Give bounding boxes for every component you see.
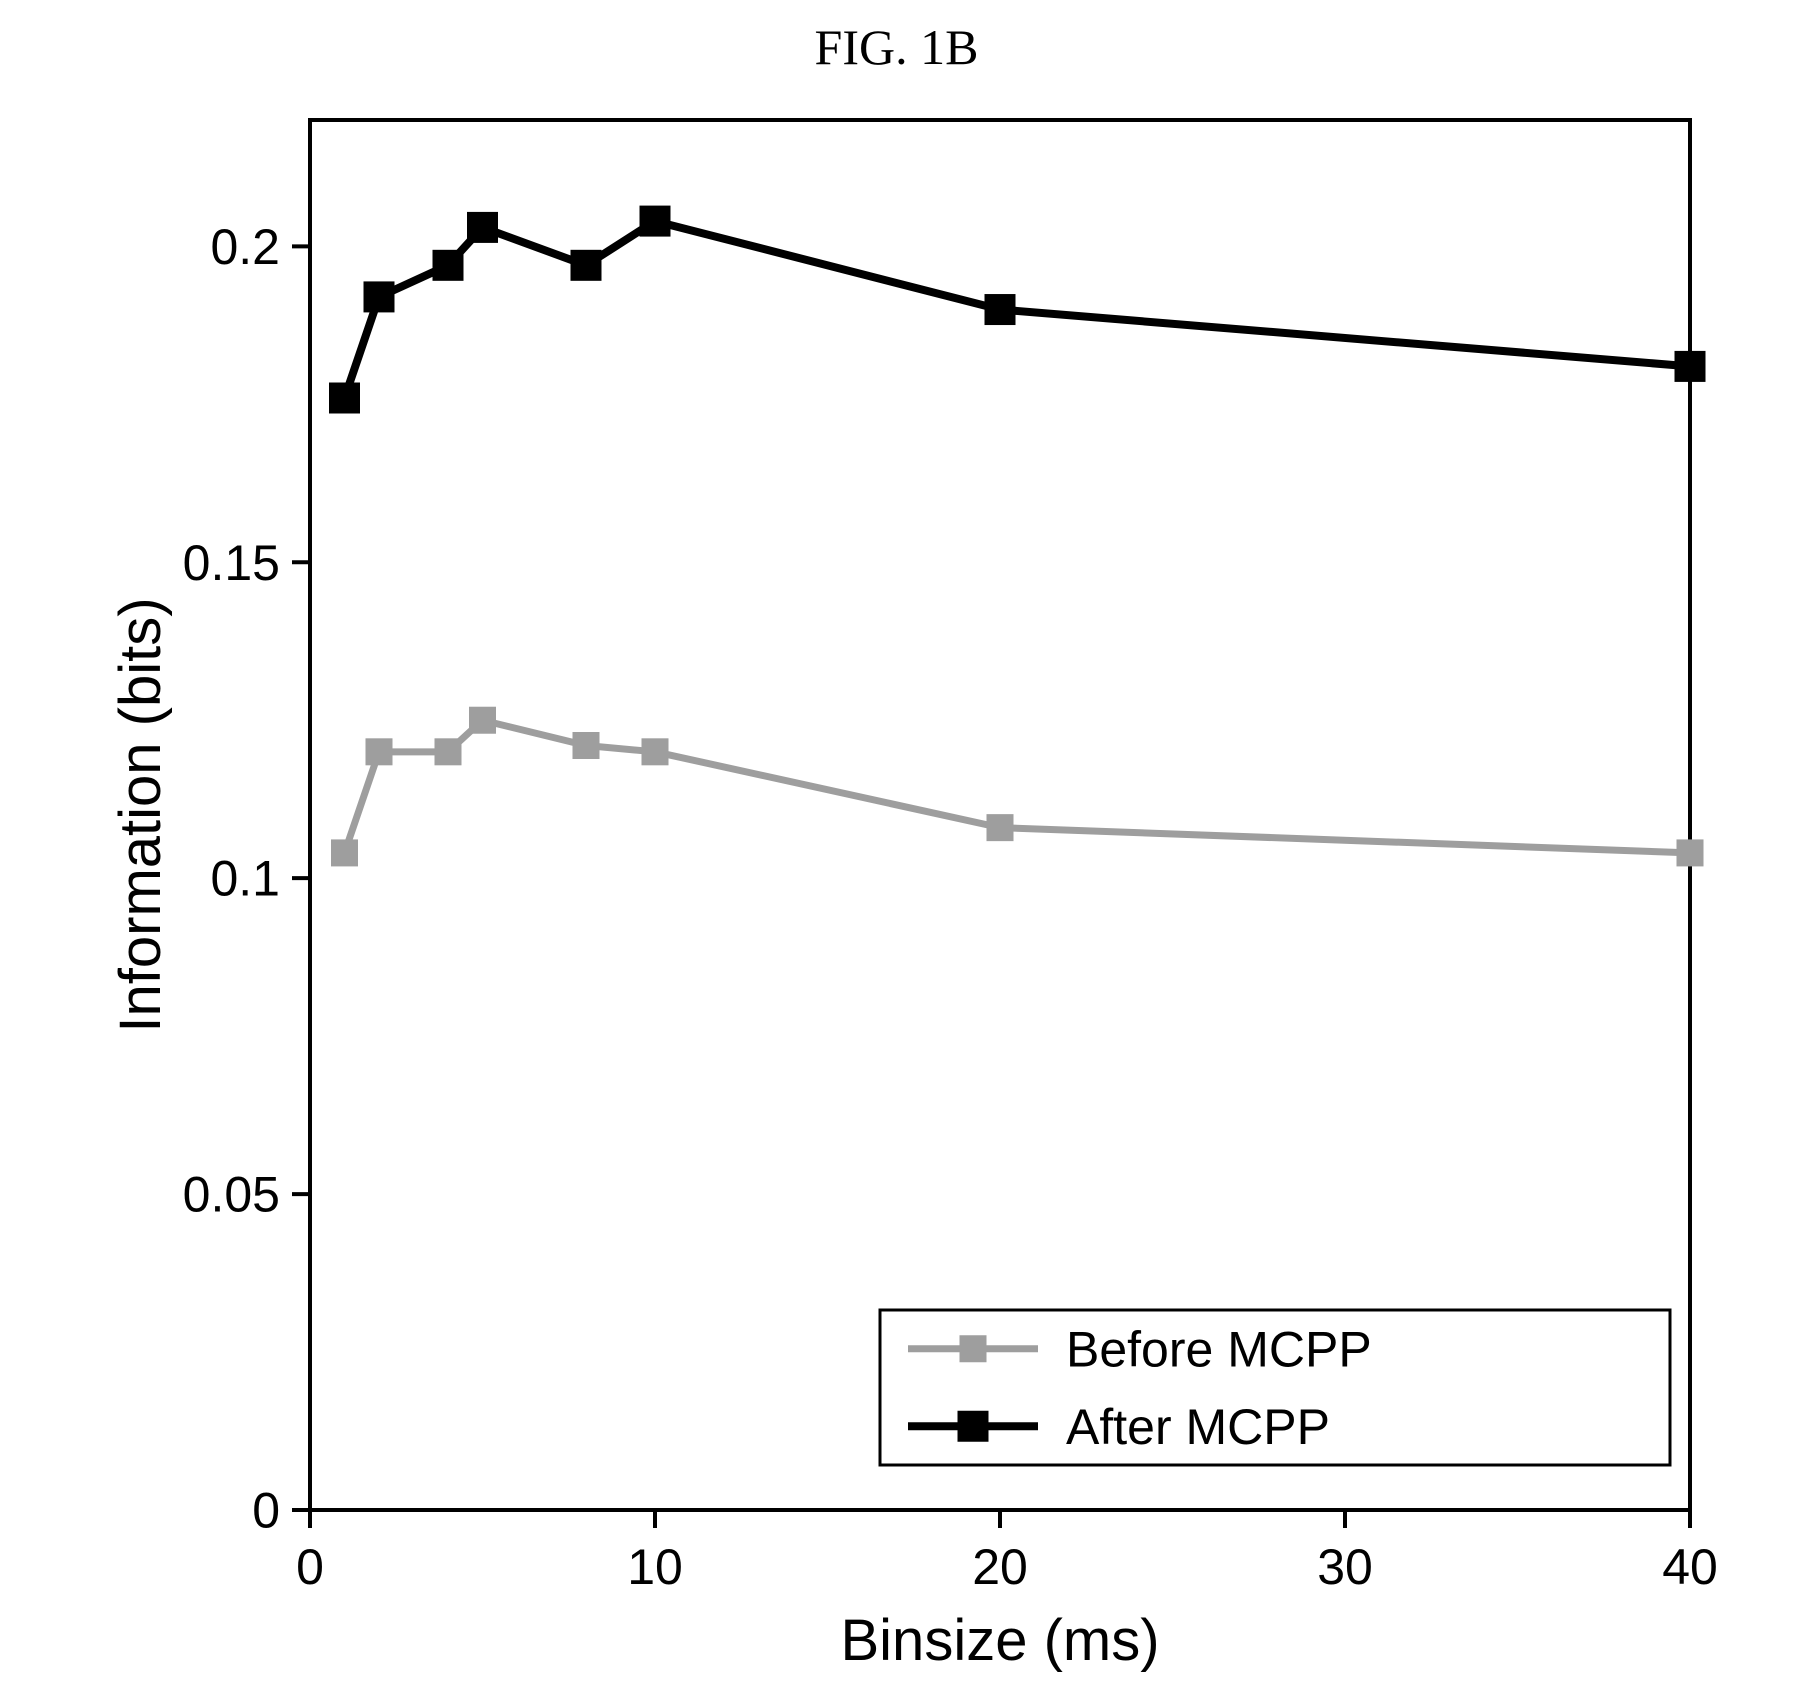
legend-sample-marker xyxy=(960,1336,986,1362)
series-marker-0 xyxy=(366,739,392,765)
x-tick-label: 40 xyxy=(1662,1539,1718,1595)
x-tick-label: 0 xyxy=(296,1539,324,1595)
figure-container: FIG. 1B 01020304000.050.10.150.2Binsize … xyxy=(0,0,1793,1698)
y-tick-label: 0.2 xyxy=(210,219,280,275)
y-tick-label: 0.1 xyxy=(210,851,280,907)
series-marker-1 xyxy=(640,206,670,236)
series-marker-0 xyxy=(332,840,358,866)
series-marker-1 xyxy=(1675,351,1705,381)
y-tick-label: 0.05 xyxy=(183,1167,280,1223)
line-chart: 0 10 20 30 40 0 0.05 0.1 0.15 0.2 Binsize (ms) Info… xyxy=(0,0,1793,1698)
series-marker-0 xyxy=(1677,840,1703,866)
y-tick-label: 0 xyxy=(252,1483,280,1539)
series-marker-1 xyxy=(433,250,463,280)
x-tick-label: 10 xyxy=(627,1539,683,1595)
series-line-0 xyxy=(345,720,1691,853)
series-line-1 xyxy=(345,221,1691,398)
legend-label: After MCPP xyxy=(1066,1399,1330,1455)
series-marker-1 xyxy=(985,295,1015,325)
y-axis-label: Information (bits) xyxy=(108,597,173,1032)
y-tick-label: 0.15 xyxy=(183,535,280,591)
series-marker-0 xyxy=(987,815,1013,841)
x-tick-label: 30 xyxy=(1317,1539,1373,1595)
series-marker-0 xyxy=(642,739,668,765)
x-tick-label: 20 xyxy=(972,1539,1028,1595)
series-marker-0 xyxy=(470,707,496,733)
series-marker-1 xyxy=(330,383,360,413)
series-marker-1 xyxy=(364,282,394,312)
series-marker-1 xyxy=(468,212,498,242)
legend-sample-marker xyxy=(958,1411,988,1441)
series-marker-1 xyxy=(571,250,601,280)
legend-label: Before MCPP xyxy=(1066,1321,1372,1377)
series-marker-0 xyxy=(573,733,599,759)
x-axis-label: Binsize (ms) xyxy=(840,1608,1159,1673)
series-marker-0 xyxy=(435,739,461,765)
